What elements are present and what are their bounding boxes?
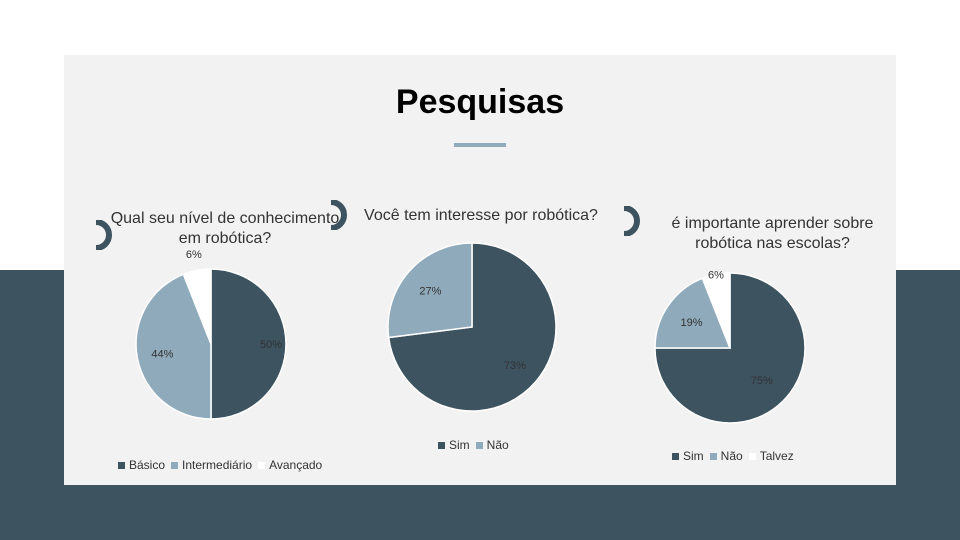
chart-3-legend-item: Não xyxy=(709,449,743,463)
chart-3-data-label-sim: 75% xyxy=(751,375,773,387)
chart-1-data-label-intermediário: 44% xyxy=(151,348,173,360)
legend-label: Não xyxy=(720,449,743,463)
legend-label: Não xyxy=(486,438,509,452)
chart-1-legend-item: Básico xyxy=(118,458,165,472)
half-ring-icon xyxy=(95,220,112,250)
legend-label: Intermediário xyxy=(182,458,253,472)
chart-3-legend: Sim Não Talvez xyxy=(672,449,794,463)
legend-swatch xyxy=(438,441,445,449)
legend-swatch xyxy=(709,452,717,460)
chart-2-data-label-sim: 73% xyxy=(504,360,526,372)
legend-swatch xyxy=(748,452,756,460)
legend-label: Sim xyxy=(449,438,470,452)
chart-3-data-label-talvez: 6% xyxy=(708,269,724,281)
legend-swatch xyxy=(171,461,179,469)
chart-1-slice-intermediário xyxy=(135,273,212,420)
chart-1-legend-item: Intermediário xyxy=(171,458,252,472)
chart-1-slice-básico xyxy=(210,268,287,420)
chart-3-slice-sim xyxy=(654,272,806,424)
legend-label: Básico xyxy=(129,458,166,472)
chart-2-legend: Sim Não xyxy=(438,438,509,452)
page-title: Pesquisas xyxy=(395,83,565,121)
chart-2-slice-não xyxy=(387,242,473,339)
chart-1-data-label-básico: 50% xyxy=(260,339,282,351)
chart-1-legend: Básico Intermediário Avançado xyxy=(118,458,322,472)
chart-1-data-label-avançado: 6% xyxy=(186,249,202,261)
half-ring-icon xyxy=(330,200,347,230)
chart-2-title: Você tem interesse por robótica? xyxy=(364,207,598,224)
legend-swatch xyxy=(672,452,679,460)
title-underline xyxy=(454,143,506,147)
legend-label: Avançado xyxy=(269,458,323,472)
chart-1-title: Qual seu nível de conhecimento em robóti… xyxy=(110,210,340,247)
chart-3-legend-item: Sim xyxy=(672,449,704,463)
chart-3-slice-não xyxy=(654,277,732,349)
chart-3-slice-talvez xyxy=(701,272,731,349)
legend-swatch xyxy=(258,461,266,469)
legend-swatch xyxy=(475,441,483,449)
chart-1-slice-avançado xyxy=(182,268,212,345)
chart-2-legend-item: Sim xyxy=(438,438,470,452)
chart-1-legend-item: Avançado xyxy=(258,458,322,472)
chart-2-data-label-não: 27% xyxy=(419,285,441,297)
chart-3-data-label-não: 19% xyxy=(681,317,703,329)
legend-label: Talvez xyxy=(759,449,794,463)
legend-label: Sim xyxy=(683,449,704,463)
chart-3-legend-item: Talvez xyxy=(748,449,794,463)
half-ring-icon xyxy=(623,206,640,236)
chart-3-title: é importante aprender sobre robótica nas… xyxy=(671,215,874,252)
legend-swatch xyxy=(118,461,125,469)
chart-2-legend-item: Não xyxy=(475,438,509,452)
